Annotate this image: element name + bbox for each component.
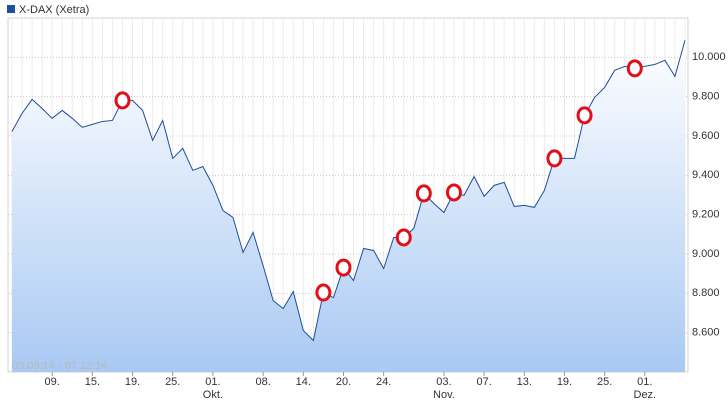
- highlight-marker: [395, 228, 412, 247]
- highlight-marker: [576, 106, 593, 125]
- marks: [11, 40, 686, 373]
- area: [12, 40, 685, 373]
- highlight-marker: [445, 183, 462, 202]
- y-tick-label: 9.200: [692, 209, 720, 221]
- date-range: 03.09.14 - 07.12.14: [12, 360, 107, 372]
- y-tick-label: 8.600: [692, 327, 720, 339]
- y-tick-label: 10.000: [692, 51, 726, 63]
- highlight-marker: [335, 258, 352, 277]
- x-tick-label: 08.: [255, 376, 270, 388]
- highlight-marker: [626, 59, 643, 78]
- y-tick-label: 9.000: [692, 248, 720, 260]
- x-month-label: Nov.: [433, 389, 455, 401]
- highlight-marker: [315, 283, 332, 302]
- legend-label: X-DAX (Xetra): [19, 4, 89, 16]
- y-tick-label: 8.800: [692, 287, 720, 299]
- highlight-marker: [546, 149, 563, 168]
- x-tick-label: 07.: [476, 376, 491, 388]
- x-tick-label: 25.: [597, 376, 612, 388]
- highlight-marker: [415, 184, 432, 203]
- y-tick-label: 9.400: [692, 169, 720, 181]
- legend-swatch: [7, 5, 15, 13]
- y-tick-label: 9.800: [692, 91, 720, 103]
- x-tick-label: 20.: [336, 376, 351, 388]
- x-tick-label: 13.: [517, 376, 532, 388]
- x-tick-label: 01.: [637, 376, 652, 388]
- x-tick-label: 25.: [165, 376, 180, 388]
- x-tick-label: 15.: [85, 376, 100, 388]
- x-tick-label: 01.: [205, 376, 220, 388]
- x-tick-label: 09.: [45, 376, 60, 388]
- x-month-label: Dez.: [634, 389, 657, 401]
- x-tick-label: 19.: [125, 376, 140, 388]
- highlight-marker: [114, 91, 131, 110]
- x-month-label: Okt.: [203, 389, 223, 401]
- x-tick-label: 03.: [436, 376, 451, 388]
- x-tick-label: 19.: [557, 376, 572, 388]
- x-tick-label: 24.: [376, 376, 391, 388]
- y-tick-label: 9.600: [692, 130, 720, 142]
- x-tick-label: 14.: [296, 376, 311, 388]
